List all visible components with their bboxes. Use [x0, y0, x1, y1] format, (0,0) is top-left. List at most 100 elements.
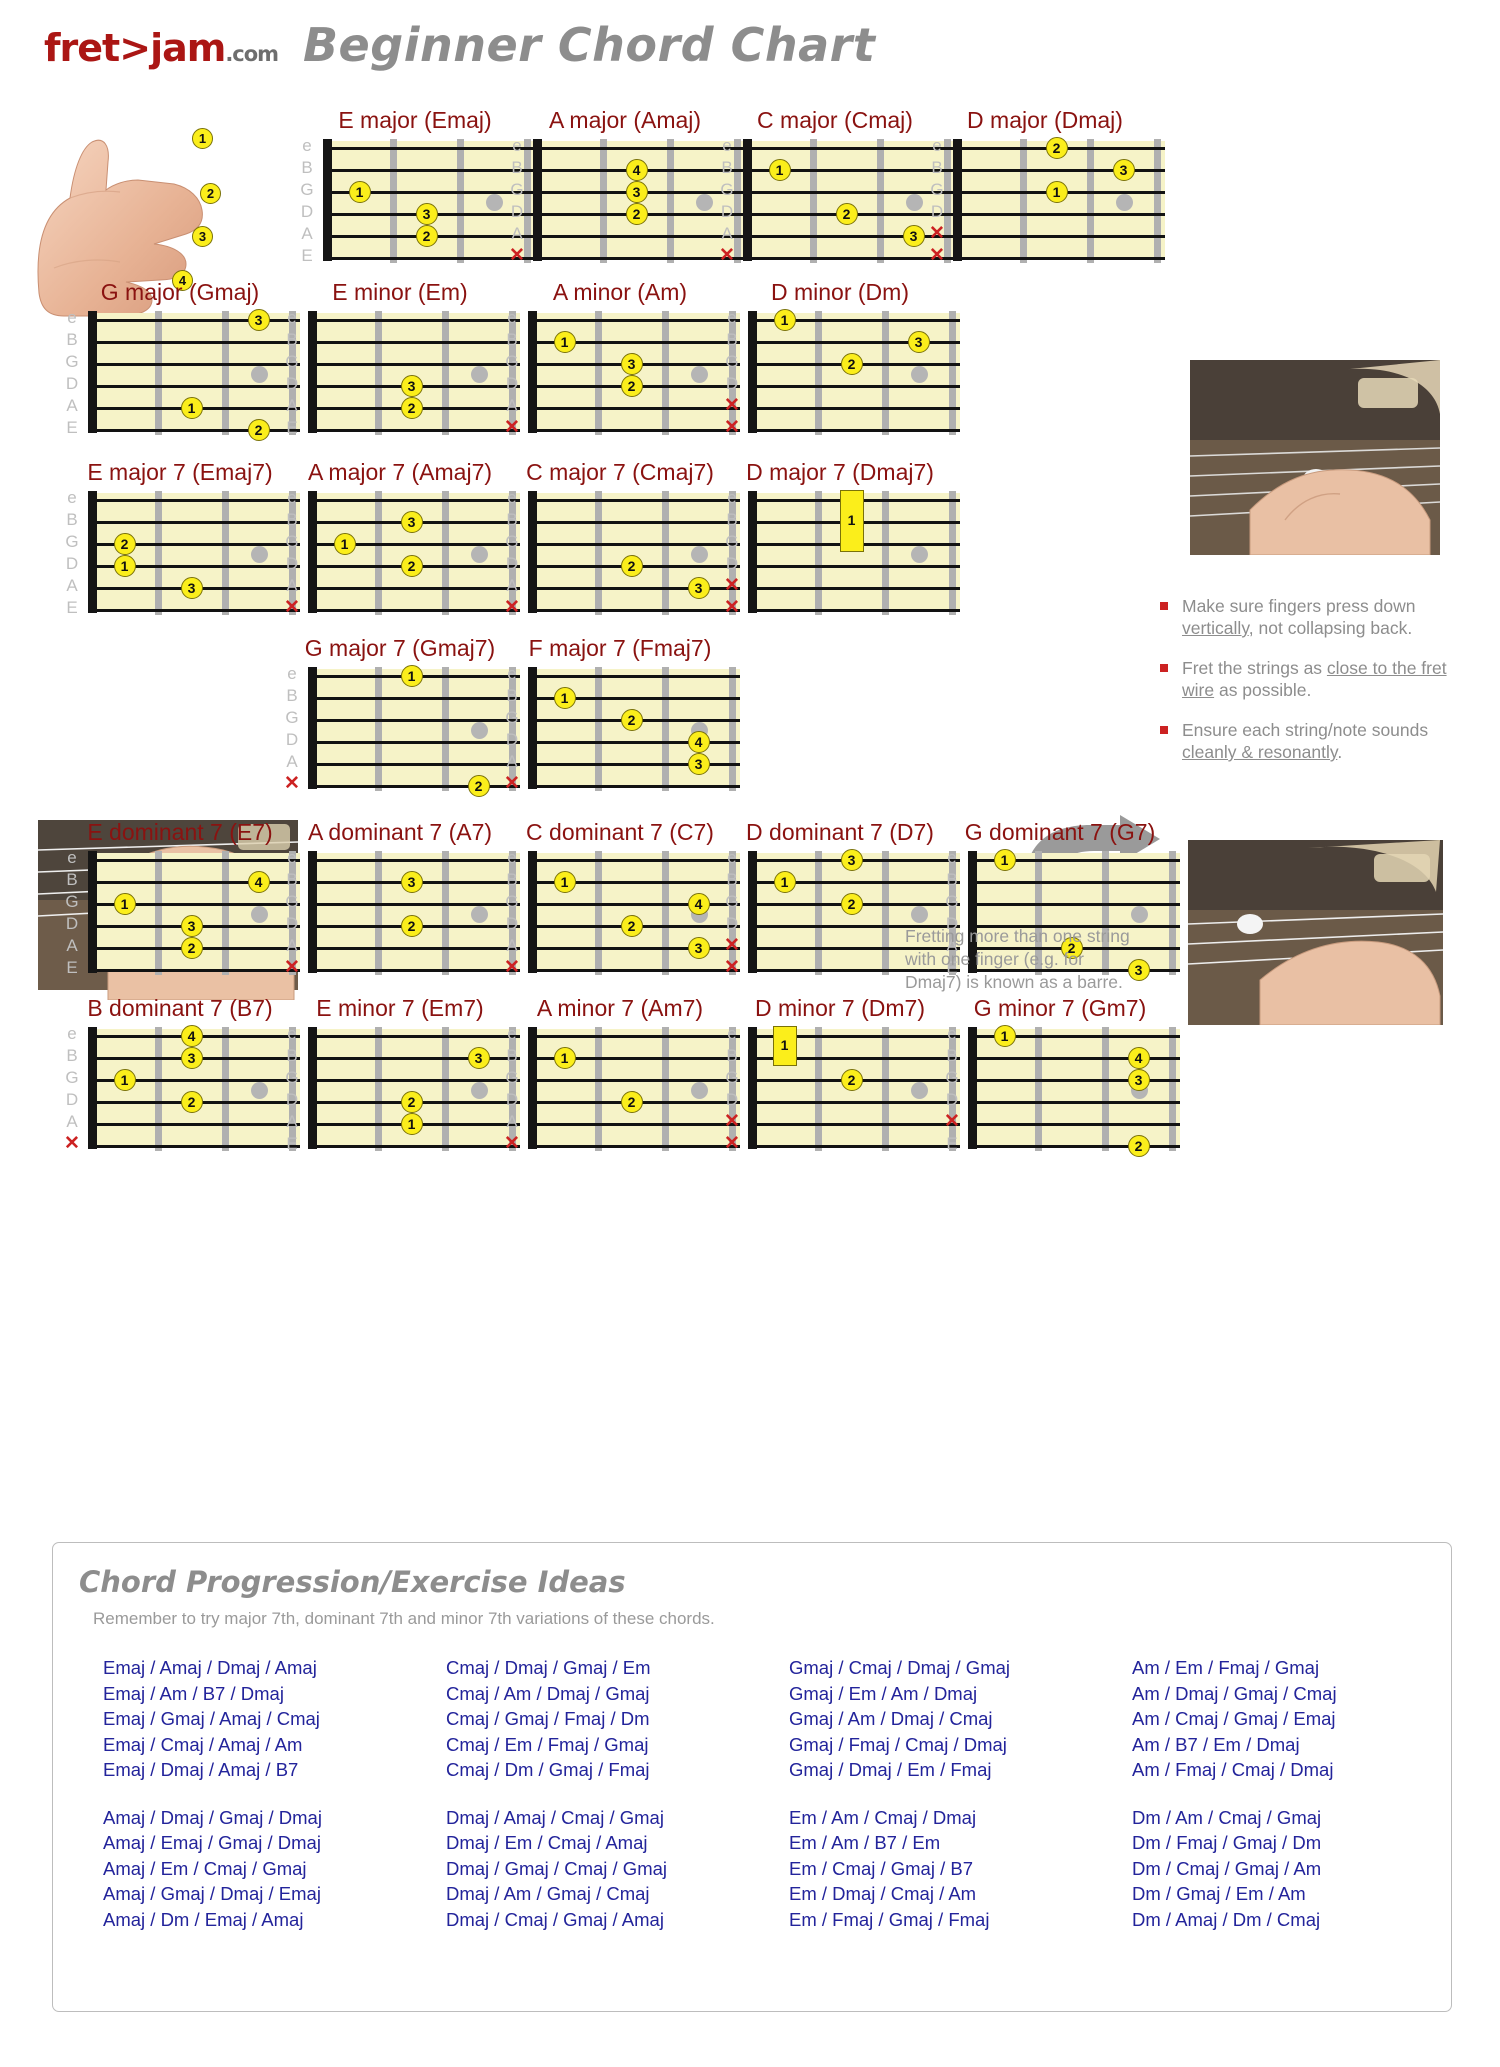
- progression-line: Emaj / Gmaj / Amaj / Cmaj: [103, 1708, 320, 1729]
- fretboard: e B G D ✕ ✕ 2 1: [720, 1025, 960, 1157]
- fret-wire: [289, 851, 296, 975]
- chord-diagram-c-major-cmaj-: C major (Cmaj) e B G D A ✕ 1 2 3: [695, 105, 975, 269]
- chord-name-label: G major 7 (Gmaj7): [304, 635, 496, 661]
- string-label: B: [506, 686, 518, 705]
- string-line: [323, 169, 535, 172]
- chord-diagram-d-dominant-7-d7-: D dominant 7 (D7) e B G D ✕ ✕ 3 1 2: [700, 817, 980, 981]
- finger-position-dot: 3: [180, 915, 203, 937]
- string-labels: e B G D ✕ ✕: [925, 137, 951, 265]
- nut: [528, 311, 537, 433]
- nut: [88, 851, 97, 973]
- string-label: G: [300, 180, 314, 199]
- string-line: [88, 565, 300, 568]
- finger-position-dot: 3: [1127, 959, 1150, 981]
- string-label: E: [301, 246, 313, 265]
- string-line: [528, 903, 740, 906]
- progression-column: Am / Em / Fmaj / Gmaj Am / Dmaj / Gmaj / …: [1108, 1655, 1451, 1954]
- fret-wire: [595, 1027, 602, 1151]
- chord-diagram-d-minor-7-dm7-: D minor 7 (Dm7) e B G D ✕ ✕ 2 1: [700, 993, 980, 1157]
- string-label: D: [725, 1090, 739, 1109]
- finger-position-dot: 1: [553, 687, 576, 709]
- string-line: [88, 429, 300, 432]
- string-label: G: [285, 892, 299, 911]
- string-line: [308, 543, 520, 546]
- progression-line: Dm / Gmaj / Em / Am: [1132, 1883, 1306, 1904]
- fret-position-marker: [250, 366, 268, 383]
- fret-position-marker: [690, 366, 708, 383]
- string-label: G: [725, 892, 739, 911]
- progression-line: Dmaj / Em / Cmaj / Amaj: [446, 1832, 648, 1853]
- string-label: G: [505, 1068, 519, 1087]
- fret-wire: [662, 667, 669, 791]
- string-line: [748, 947, 960, 950]
- string-line: [528, 521, 740, 524]
- progression-line: Dmaj / Gmaj / Cmaj / Gmaj: [446, 1857, 667, 1879]
- string-labels: e B G D ✕ ✕: [720, 309, 746, 437]
- barre-indicator: 1: [772, 1026, 797, 1066]
- string-line: [528, 675, 740, 678]
- string-line: [308, 785, 520, 788]
- string-line: [308, 499, 520, 502]
- fret-wire: [877, 139, 884, 263]
- fret-position-marker: [910, 1082, 928, 1099]
- logo-text-fret: fret: [44, 26, 120, 70]
- progression-line: Amaj / Gmaj / Dmaj / Emaj: [103, 1883, 321, 1904]
- string-labels: e B G D ✕ ✕: [720, 1025, 746, 1153]
- progression-line: Emaj / Amaj / Dmaj / Amaj: [103, 1657, 317, 1678]
- string-label: B: [726, 870, 738, 889]
- fret-position-marker: [910, 546, 928, 563]
- logo-tld: .com: [225, 42, 279, 66]
- finger-position-dot: 2: [400, 915, 423, 937]
- progression-line: Am / Em / Fmaj / Gmaj: [1132, 1657, 1320, 1678]
- string-line: [528, 1145, 740, 1148]
- string-line: [533, 257, 745, 260]
- string-line: [528, 859, 740, 862]
- fret-wire: [442, 311, 449, 435]
- muted-string-x-icon: ✕: [504, 773, 520, 794]
- fret-position-marker: [470, 366, 488, 383]
- string-line: [748, 1057, 960, 1060]
- string-labels: e B G D A ✕: [500, 849, 526, 977]
- string-label: G: [65, 532, 79, 551]
- string-line: [968, 969, 1180, 972]
- finger-position-dot: 2: [620, 375, 643, 397]
- chord-name-label: G major (Gmaj): [100, 279, 260, 305]
- muted-string-x-icon: ✕: [724, 417, 740, 438]
- chord-diagram-b-dominant-7-b7-: B dominant 7 (B7) e B G D A ✕ 4 3 1 2: [40, 993, 320, 1157]
- fret-wire: [815, 491, 822, 615]
- chord-name-label: D major 7 (Dmaj7): [746, 459, 934, 485]
- finger-position-dot: 1: [553, 1047, 576, 1069]
- string-line: [968, 1145, 1180, 1148]
- nut: [308, 491, 317, 613]
- string-label: B: [66, 1046, 78, 1065]
- progression-line: Gmaj / Fmaj / Cmaj / Dmaj: [789, 1733, 1007, 1755]
- tip-text: Ensure each string/note sounds cleanly &…: [1182, 720, 1429, 762]
- finger-position-dot: 1: [553, 871, 576, 893]
- string-line: [308, 1145, 520, 1148]
- progression-line: Dm / Amaj / Dm / Cmaj: [1132, 1908, 1321, 1930]
- string-label: D: [285, 730, 299, 749]
- finger-position-dot: 3: [180, 1047, 203, 1069]
- fret-wire: [1154, 139, 1161, 263]
- chord-row: E dominant 7 (E7) e B G D A E 4 1 3 2 A dominant 7 …: [0, 817, 1500, 1012]
- string-labels: e B G D A ✕: [500, 665, 526, 793]
- string-label: A: [506, 936, 518, 955]
- finger-position-dot: 3: [620, 353, 643, 375]
- fret-wire: [815, 851, 822, 975]
- chord-name-label: C dominant 7 (C7): [526, 819, 714, 845]
- nut: [748, 1027, 757, 1149]
- site-logo[interactable]: fret>jam.com: [44, 26, 279, 70]
- string-label: A: [506, 752, 518, 771]
- finger-position-dot: 4: [625, 159, 648, 181]
- muted-string-x-icon: ✕: [724, 575, 740, 596]
- string-label: e: [512, 136, 522, 155]
- fret-wire: [600, 139, 607, 263]
- string-label: D: [720, 202, 734, 221]
- string-label: B: [506, 330, 518, 349]
- finger-position-dot: 1: [553, 331, 576, 353]
- string-line: [748, 341, 960, 344]
- fretboard: e B G D A ✕ 1 2 4 3: [500, 665, 740, 797]
- fret-wire: [949, 1027, 956, 1151]
- string-label: B: [946, 1046, 958, 1065]
- nut: [533, 139, 542, 261]
